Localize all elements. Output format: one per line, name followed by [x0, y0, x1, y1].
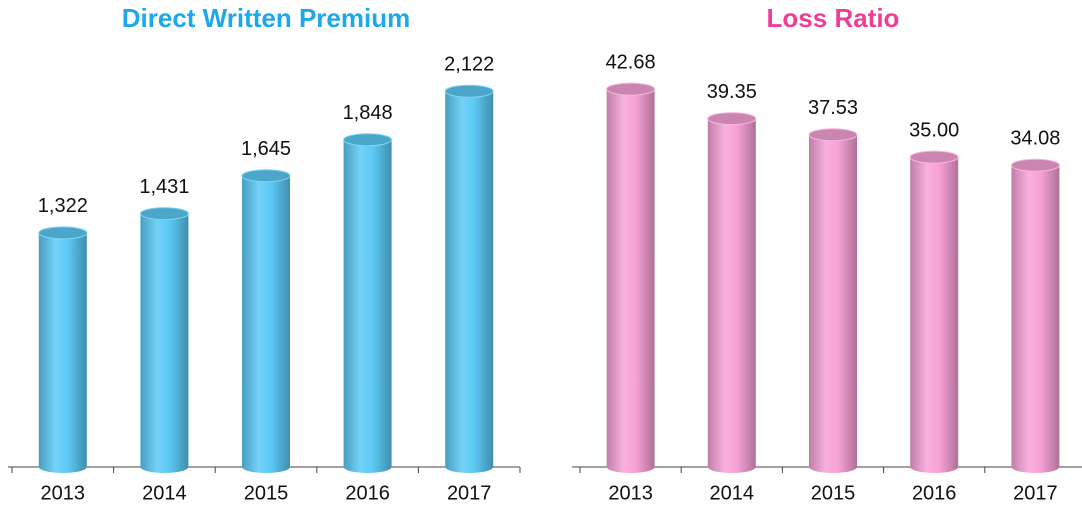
- value-label: 37.53: [808, 97, 858, 119]
- bar-body: [242, 175, 290, 467]
- x-tick-label: 2014: [142, 482, 187, 504]
- value-label: 2,122: [444, 54, 494, 76]
- value-label: 1,848: [343, 102, 393, 124]
- bar-top: [707, 112, 757, 126]
- bar-body: [343, 139, 392, 467]
- bar: [38, 226, 88, 473]
- bar-bottom: [242, 461, 290, 473]
- bar-body: [140, 213, 189, 467]
- bar-bottom: [445, 461, 494, 473]
- bar-top: [38, 226, 88, 240]
- bar-bottom: [343, 461, 392, 473]
- bar-top: [241, 169, 291, 183]
- bar-bottom: [140, 461, 189, 473]
- x-tick-label: 2015: [244, 482, 289, 504]
- bar: [241, 169, 291, 473]
- bar: [909, 150, 959, 473]
- bar-body: [445, 91, 494, 468]
- x-tick-label: 2016: [912, 482, 957, 504]
- bar: [606, 82, 656, 473]
- x-tick-label: 2015: [811, 482, 856, 504]
- bar-bottom: [38, 461, 87, 473]
- bar-top: [1010, 158, 1060, 172]
- bar-top: [808, 128, 858, 142]
- x-tick-label: 2016: [345, 482, 390, 504]
- value-label: 42.68: [606, 51, 656, 73]
- bar: [808, 128, 858, 473]
- bar-bottom: [606, 461, 655, 473]
- value-label: 1,322: [38, 195, 88, 217]
- x-tick-label: 2017: [447, 482, 492, 504]
- bar-top: [606, 82, 656, 96]
- bar-body: [606, 89, 655, 468]
- bar-top: [139, 207, 189, 221]
- chart-title: Direct Written Premium: [122, 3, 410, 33]
- x-tick-label: 2014: [710, 482, 755, 504]
- bar-top: [909, 150, 959, 164]
- bar-body: [910, 157, 959, 467]
- bar-top: [444, 84, 494, 98]
- bar: [1010, 158, 1060, 473]
- bar-body: [38, 232, 87, 467]
- bar: [444, 84, 494, 473]
- x-tick-label: 2017: [1013, 482, 1058, 504]
- bar-body: [1011, 165, 1060, 467]
- value-label: 1,645: [241, 138, 291, 160]
- x-tick-label: 2013: [41, 482, 86, 504]
- bar-bottom: [910, 461, 959, 473]
- bar: [139, 207, 189, 473]
- bar-bottom: [809, 461, 857, 473]
- value-label: 1,431: [139, 176, 189, 198]
- bar-top: [343, 133, 393, 147]
- bar-body: [809, 134, 857, 467]
- value-label: 34.08: [1010, 128, 1060, 150]
- value-label: 39.35: [707, 81, 757, 103]
- bar: [343, 133, 393, 473]
- bar-bottom: [707, 461, 756, 473]
- value-label: 35.00: [909, 119, 959, 141]
- x-tick-label: 2013: [608, 482, 653, 504]
- chart-title: Loss Ratio: [767, 3, 900, 33]
- bar: [707, 112, 757, 473]
- bar-bottom: [1011, 461, 1060, 473]
- bar-body: [707, 118, 756, 468]
